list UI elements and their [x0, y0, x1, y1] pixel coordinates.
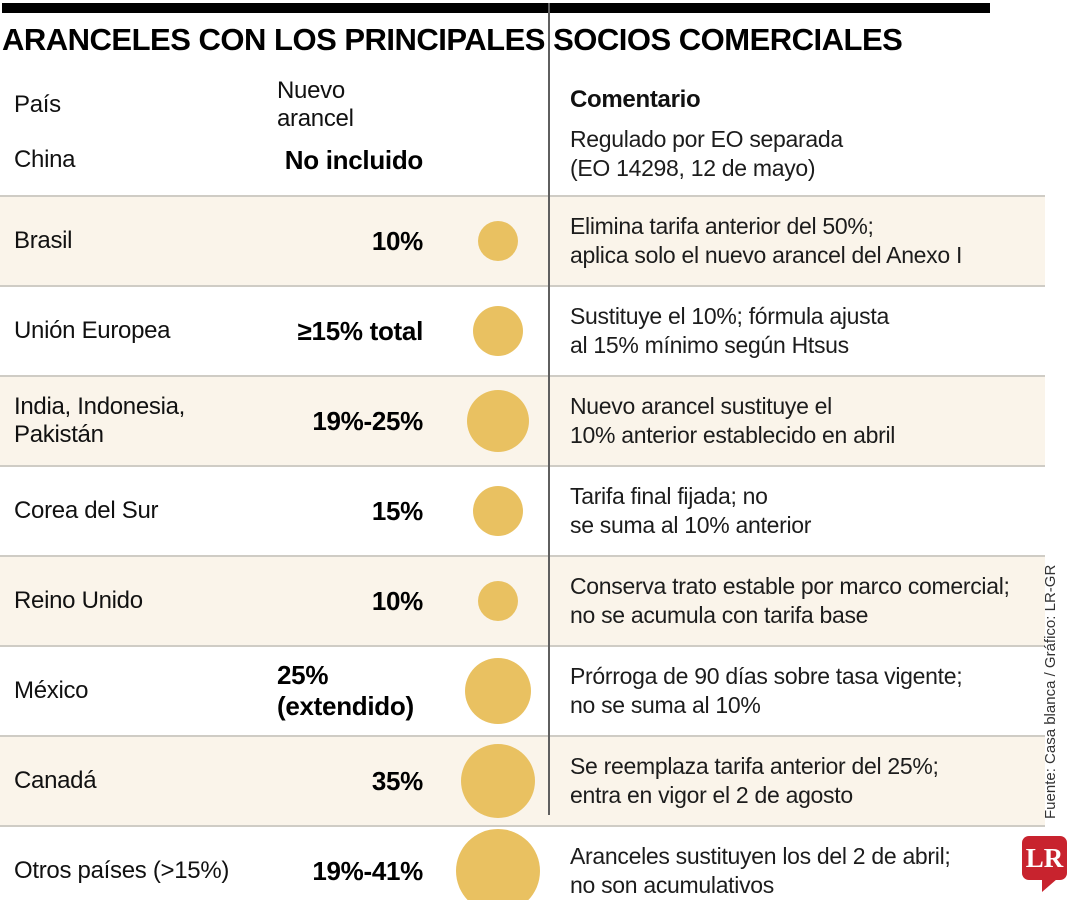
- comment-line: entra en vigor el 2 de agosto: [570, 782, 853, 808]
- lr-logo-text: LR: [1025, 842, 1064, 873]
- comment-line: se suma al 10% anterior: [570, 512, 812, 538]
- tariff-bubble: [456, 829, 540, 900]
- comment-line: Elimina tarifa anterior del 50%;: [570, 213, 874, 239]
- tariff-bubble: [473, 306, 523, 356]
- tariff-value: 10%: [371, 585, 423, 616]
- tariff-value: 19%-41%: [312, 855, 423, 886]
- top-bar: [2, 3, 990, 13]
- comment-line: 10% anterior establecido en abril: [570, 422, 896, 448]
- table-row: China No incluido Regulado por EO separa…: [0, 125, 1045, 195]
- tariff-value: 10%: [371, 225, 423, 256]
- comment-cell: Sustituye el 10%; fórmula ajusta al 15% m…: [549, 287, 1045, 375]
- table-row: Unión Europea ≥15% total Sustituye el 10…: [0, 285, 1045, 375]
- bubble-cell: [423, 377, 549, 465]
- comment-line: Prórroga de 90 días sobre tasa vigente;: [570, 663, 963, 689]
- tariff-table: País Nuevo arancel Comentario China No i…: [0, 77, 1080, 900]
- comment-line: no se acumula con tarifa base: [570, 602, 869, 628]
- bubble-cell: [423, 125, 549, 195]
- comment-cell: Tarifa final fijada; no se suma al 10% an…: [549, 467, 1045, 555]
- country-label: México: [14, 677, 89, 704]
- tariff-bubble: [473, 486, 523, 536]
- comment-line: (EO 14298, 12 de mayo): [570, 155, 816, 181]
- tariff-value: 19%-25%: [312, 405, 423, 436]
- column-header-country: País: [14, 91, 61, 118]
- comment-line: aplica solo el nuevo arancel del Anexo I: [570, 242, 963, 268]
- comment-cell: Prórroga de 90 días sobre tasa vigente; n…: [549, 647, 1045, 735]
- comment-cell: Conserva trato estable por marco comerci…: [549, 557, 1045, 645]
- bubble-cell: [423, 197, 549, 285]
- tariff-bubble: [467, 390, 529, 452]
- comment-cell: Regulado por EO separada (EO 14298, 12 de…: [549, 125, 1045, 195]
- tariff-value: 35%: [371, 765, 423, 796]
- tariff-bubble: [461, 744, 535, 818]
- source-credit: Fuente: Casa blanca / Gráfico: LR-GR: [1042, 564, 1059, 819]
- comment-line: Tarifa final fijada; no: [570, 483, 768, 509]
- table-row: Canadá 35% Se reemplaza tarifa anterior …: [0, 735, 1045, 825]
- country-label: Unión Europea: [14, 317, 171, 344]
- comment-line: Se reemplaza tarifa anterior del 25%;: [570, 753, 939, 779]
- table-header: País Nuevo arancel Comentario: [0, 77, 1080, 132]
- table-row: Brasil 10% Elimina tarifa anterior del 5…: [0, 195, 1045, 285]
- table-row: México 25% (extendido) Prórroga de 90 dí…: [0, 645, 1045, 735]
- tariff-bubble: [478, 581, 518, 621]
- table-row: India, Indonesia, Pakistán 19%-25% Nuevo…: [0, 375, 1045, 465]
- tariff-bubble: [465, 658, 531, 724]
- bubble-cell: [423, 827, 549, 900]
- country-label: Otros países (>15%): [14, 857, 230, 884]
- comment-line: Conserva trato estable por marco comerci…: [570, 573, 1010, 599]
- lr-logo: LR: [1022, 836, 1067, 880]
- bubble-cell: [423, 737, 549, 825]
- tariff-value: 15%: [371, 495, 423, 526]
- bubble-cell: [423, 557, 549, 645]
- country-label: India, Indonesia, Pakistán: [14, 393, 186, 448]
- comment-cell: Elimina tarifa anterior del 50%; aplica s…: [549, 197, 1045, 285]
- tariff-value: 25% (extendido): [277, 660, 414, 721]
- column-header-tariff: Nuevo arancel: [277, 77, 354, 132]
- comment-line: Regulado por EO separada: [570, 126, 843, 152]
- table-row: Corea del Sur 15% Tarifa final fijada; n…: [0, 465, 1045, 555]
- table-rows: China No incluido Regulado por EO separa…: [0, 125, 1045, 900]
- bubble-cell: [423, 647, 549, 735]
- tariff-bubble: [478, 221, 518, 261]
- comment-line: no son acumulativos: [570, 872, 774, 898]
- comment-line: Aranceles sustituyen los del 2 de abril;: [570, 843, 951, 869]
- tariff-value: No incluido: [284, 144, 424, 175]
- page-title: ARANCELES CON LOS PRINCIPALES SOCIOS COM…: [2, 22, 903, 57]
- country-label: Reino Unido: [14, 587, 143, 614]
- comment-cell: Nuevo arancel sustituye el 10% anterior e…: [549, 377, 1045, 465]
- country-label: Canadá: [14, 767, 97, 794]
- country-label: Brasil: [14, 227, 73, 254]
- bubble-cell: [423, 467, 549, 555]
- comment-line: Sustituye el 10%; fórmula ajusta: [570, 303, 889, 329]
- comment-cell: Se reemplaza tarifa anterior del 25%; ent…: [549, 737, 1045, 825]
- column-divider-line: [548, 3, 550, 815]
- column-header-comment: Comentario: [570, 86, 701, 113]
- country-label: China: [14, 146, 76, 173]
- table-row: Reino Unido 10% Conserva trato estable p…: [0, 555, 1045, 645]
- table-row: Otros países (>15%) 19%-41% Aranceles su…: [0, 825, 1045, 900]
- comment-line: no se suma al 10%: [570, 692, 761, 718]
- comment-line: Nuevo arancel sustituye el: [570, 393, 832, 419]
- column-header-bubble-spacer: [423, 85, 549, 125]
- comment-line: al 15% mínimo según Htsus: [570, 332, 849, 358]
- country-label: Corea del Sur: [14, 497, 159, 524]
- bubble-cell: [423, 287, 549, 375]
- tariff-value: ≥15% total: [297, 315, 424, 346]
- comment-cell: Aranceles sustituyen los del 2 de abril;…: [549, 827, 1045, 900]
